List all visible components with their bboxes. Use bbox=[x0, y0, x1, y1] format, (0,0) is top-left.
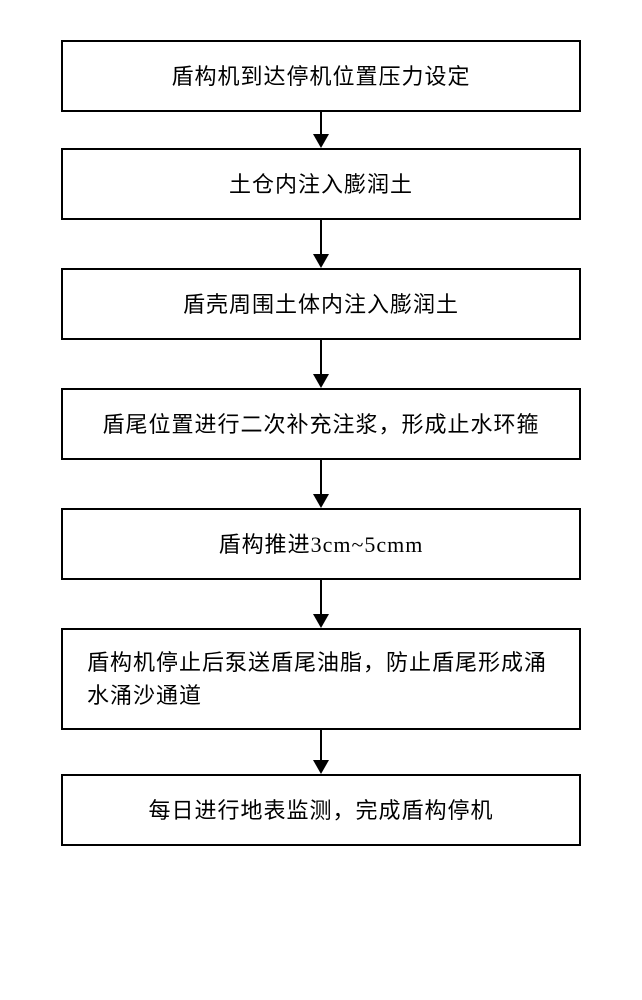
flowchart-step-7: 每日进行地表监测，完成盾构停机 bbox=[61, 774, 581, 846]
arrow-head-icon bbox=[313, 374, 329, 388]
arrow-head-icon bbox=[313, 134, 329, 148]
step-label: 盾尾位置进行二次补充注浆，形成止水环箍 bbox=[102, 408, 539, 441]
arrow-shaft bbox=[320, 730, 322, 762]
arrow-head-icon bbox=[313, 254, 329, 268]
flowchart-step-2: 土仓内注入膨润土 bbox=[61, 148, 581, 220]
step-label: 每日进行地表监测，完成盾构停机 bbox=[148, 794, 493, 827]
arrow-shaft bbox=[320, 220, 322, 256]
flowchart-step-1: 盾构机到达停机位置压力设定 bbox=[61, 40, 581, 112]
arrow-shaft bbox=[320, 580, 322, 616]
arrow-shaft bbox=[320, 340, 322, 376]
flowchart-step-5: 盾构推进3cm~5cmm bbox=[61, 508, 581, 580]
flowchart-step-6: 盾构机停止后泵送盾尾油脂，防止盾尾形成涌水涌沙通道 bbox=[61, 628, 581, 730]
flowchart-step-4: 盾尾位置进行二次补充注浆，形成止水环箍 bbox=[61, 388, 581, 460]
arrow-head-icon bbox=[313, 614, 329, 628]
arrow-head-icon bbox=[313, 494, 329, 508]
step-label: 盾构机停止后泵送盾尾油脂，防止盾尾形成涌水涌沙通道 bbox=[87, 646, 555, 712]
step-label: 盾壳周围土体内注入膨润土 bbox=[183, 288, 459, 321]
step-label: 盾构机到达停机位置压力设定 bbox=[171, 60, 470, 93]
arrow-shaft bbox=[320, 112, 322, 136]
arrow-shaft bbox=[320, 460, 322, 496]
flowchart-container: 盾构机到达停机位置压力设定土仓内注入膨润土盾壳周围土体内注入膨润土盾尾位置进行二… bbox=[0, 0, 642, 846]
arrow-head-icon bbox=[313, 760, 329, 774]
step-label: 土仓内注入膨润土 bbox=[229, 168, 413, 201]
step-label: 盾构推进3cm~5cmm bbox=[219, 528, 424, 561]
flowchart-step-3: 盾壳周围土体内注入膨润土 bbox=[61, 268, 581, 340]
